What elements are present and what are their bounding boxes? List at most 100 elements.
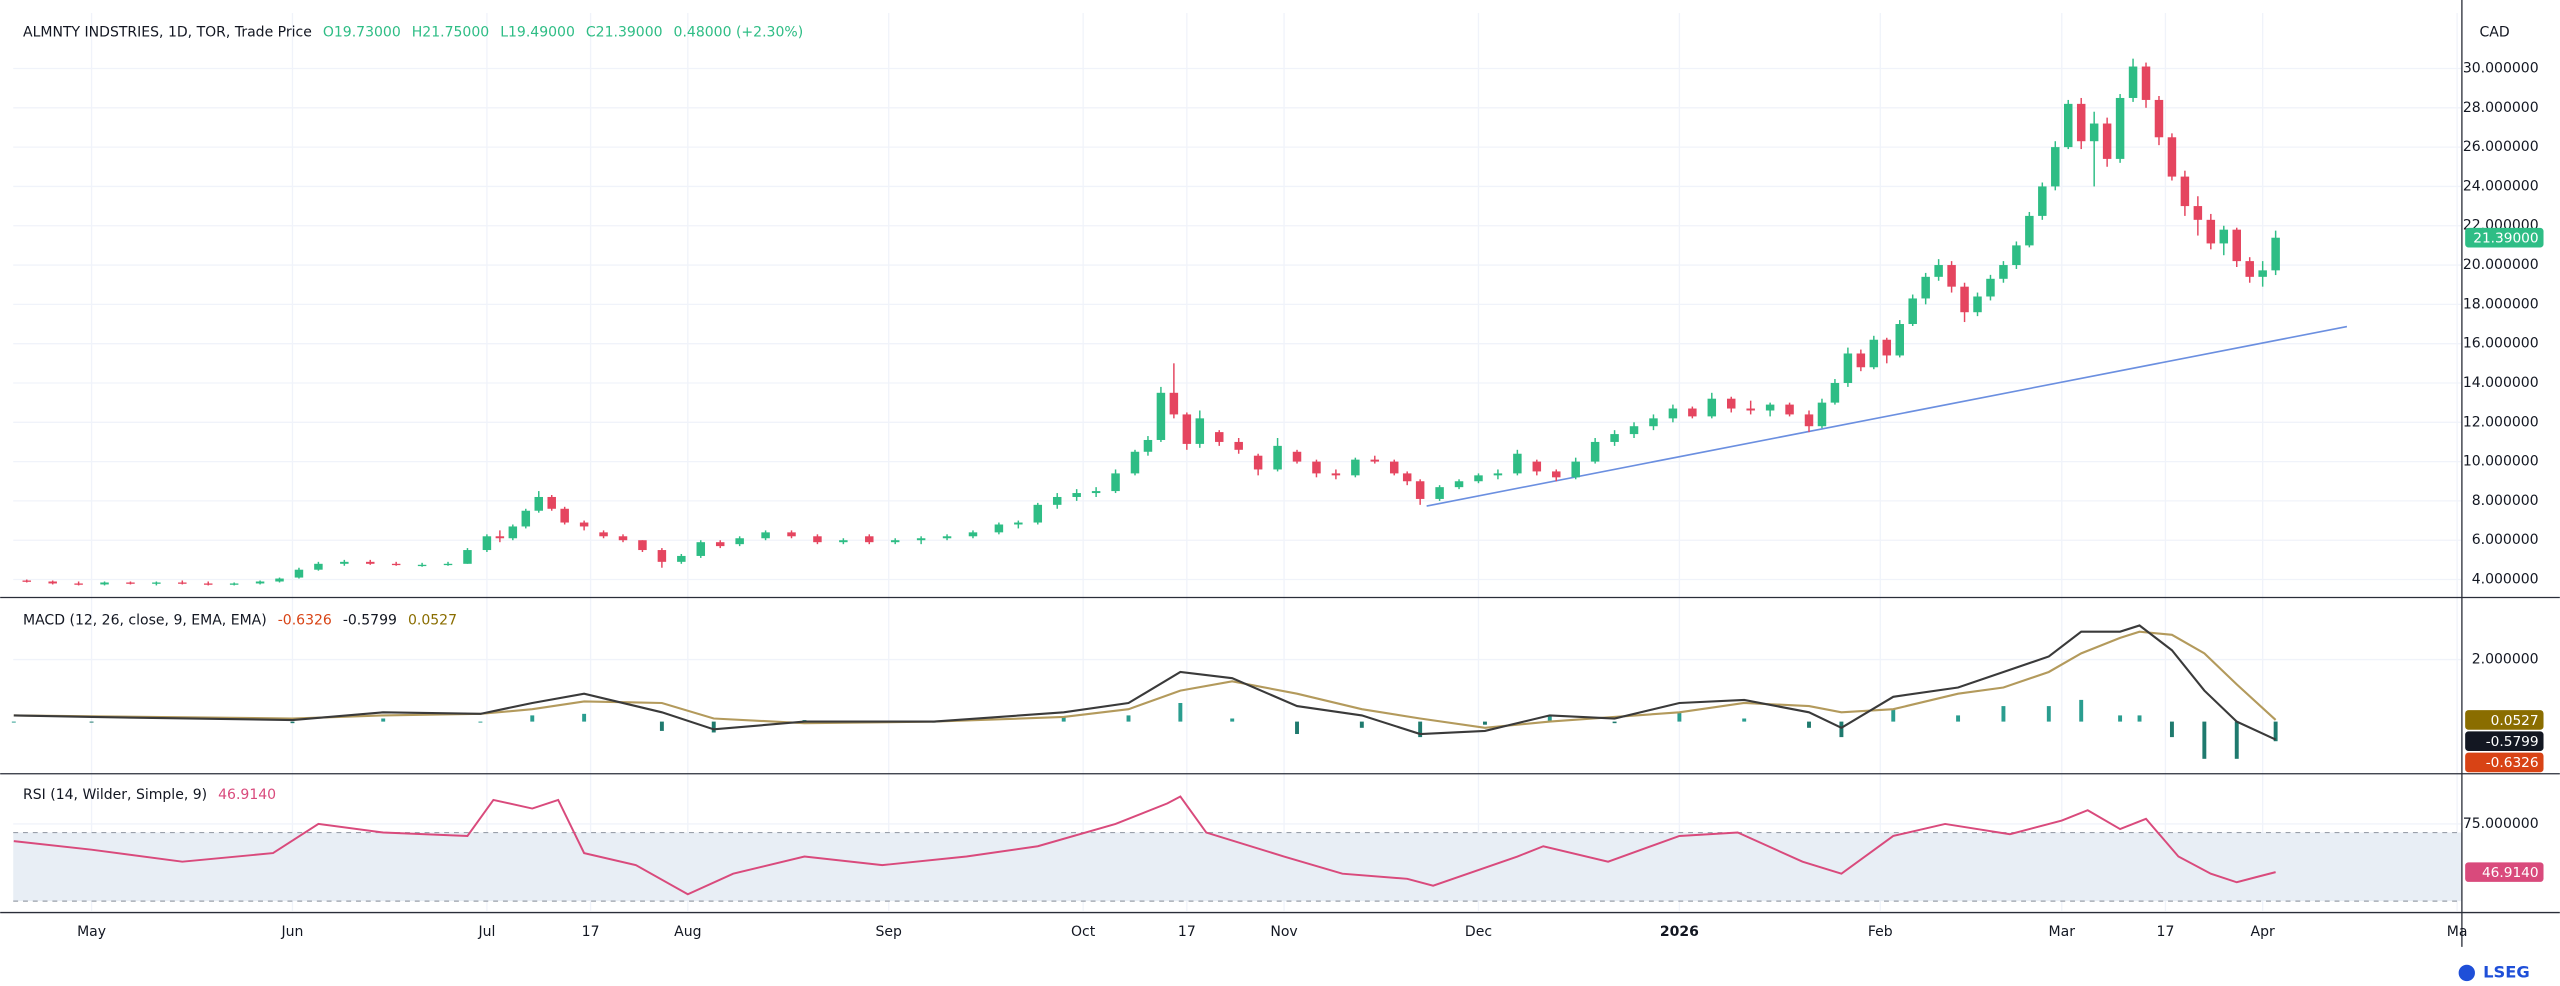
histogram-bar (1230, 718, 1235, 722)
candle-body (2102, 123, 2112, 159)
candle-body (1960, 286, 1969, 313)
histogram-bar (1418, 721, 1423, 738)
candle-body (1629, 426, 1639, 435)
header: ALMNTY INDSTRIES, 1D, TOR, Trade Price O… (23, 25, 803, 41)
candle-body (48, 581, 57, 584)
candle-body (2115, 97, 2125, 159)
candle-body (579, 522, 589, 527)
y-tick-label: 2.000000 (2472, 652, 2539, 668)
y-tick-label: 14.000000 (2463, 375, 2539, 391)
candle-body (2206, 219, 2216, 244)
candle-body (715, 542, 725, 547)
candle-body (1195, 418, 1205, 444)
x-tick-label: Oct (1071, 924, 1096, 940)
candle-body (1921, 276, 1930, 299)
grid (13, 13, 2462, 911)
candle-body (1292, 451, 1302, 462)
candle-body (2180, 176, 2190, 207)
histogram-bar (1612, 721, 1617, 724)
histogram-bar (711, 721, 716, 733)
candle-body (1668, 408, 1678, 419)
histogram-bar (89, 721, 94, 723)
candle-body (1804, 414, 1814, 427)
candle-body (1610, 434, 1619, 442)
y-tick-label: 4.000000 (2472, 572, 2539, 588)
candle-body (942, 536, 952, 539)
candle-body (1785, 404, 1794, 415)
candle-body (2193, 206, 2203, 220)
candle-body (1830, 382, 1840, 403)
rsi-line (13, 795, 2276, 896)
candle-body (1552, 471, 1561, 478)
candle-body (340, 561, 349, 564)
x-tick-label: Apr (2251, 924, 2275, 940)
histogram-bar (11, 721, 16, 723)
candle-body (1882, 339, 1892, 356)
candle-body (916, 538, 926, 541)
candle-body (618, 536, 628, 541)
candle-body (100, 582, 109, 585)
candle-body (1895, 324, 1904, 356)
candle-body (2012, 245, 2021, 266)
candle-body (2232, 229, 2241, 262)
histogram-bar (2079, 699, 2084, 722)
candle-body (1999, 265, 2008, 279)
macd-value-label: 0.0527 (2491, 713, 2539, 729)
candle-body (1351, 459, 1360, 476)
candle-body (1986, 278, 1995, 297)
histogram-bar (582, 713, 587, 722)
candle-body (1973, 296, 1982, 313)
candle-body (865, 536, 874, 543)
histogram-bar (1677, 712, 1682, 722)
candle-body (1182, 414, 1192, 444)
candle-body (638, 540, 647, 551)
histogram-bar (1295, 721, 1299, 735)
y-tick-label: 16.000000 (2463, 336, 2539, 352)
candle-body (1869, 339, 1879, 368)
x-tick-label: 17 (582, 924, 600, 940)
macd-header: MACD (12, 26, close, 9, EMA, EMA) -0.632… (23, 612, 457, 628)
y-tick-label: 30.000000 (2463, 60, 2539, 76)
candle-body (1707, 398, 1717, 417)
histogram-bar (1956, 715, 1961, 722)
candle-body (813, 536, 822, 543)
candle-body (1649, 418, 1658, 427)
candle-body (1215, 432, 1224, 442)
candle-body (1513, 453, 1522, 474)
candle-body (1156, 392, 1166, 440)
ohlc-change: 0.48000 (+2.30%) (674, 25, 804, 41)
candle-body (1273, 445, 1282, 470)
x-tick-label: Jul (477, 924, 495, 940)
candle-body (1331, 473, 1341, 476)
candle-body (890, 540, 900, 543)
macd-line (13, 624, 2277, 741)
x-tick-label: 17 (2157, 924, 2175, 940)
candle-body (229, 583, 239, 585)
candle-body (1843, 353, 1853, 383)
histogram-bar (1126, 715, 1131, 722)
x-tick-label: Ma (2447, 924, 2468, 940)
y-tick-label: 26.000000 (2463, 139, 2539, 155)
candle-body (294, 569, 304, 578)
candle-body (2271, 237, 2280, 271)
candle-body (547, 496, 556, 509)
histogram-bar (2118, 715, 2123, 722)
histogram-bar (1359, 721, 1364, 728)
macd-readout: -0.5799 (343, 612, 397, 628)
y-tick-label: 20.000000 (2463, 257, 2539, 273)
candle-body (443, 563, 453, 566)
candle-body (1688, 408, 1697, 417)
candle-body (2245, 261, 2254, 277)
candle-body (275, 578, 284, 582)
candle-body (534, 496, 543, 511)
candle-body (255, 581, 265, 584)
signal-line (13, 630, 2277, 729)
x-tick-label: Dec (1465, 924, 1492, 940)
rsi-title: RSI (14, Wilder, Simple, 9) (23, 787, 207, 803)
histogram-bar (530, 715, 535, 722)
candle-body (74, 583, 83, 585)
rsi-value-label-bg (2465, 862, 2544, 882)
y-tick-label: 18.000000 (2463, 296, 2539, 312)
candle-body (696, 542, 706, 556)
candle-body (178, 582, 187, 584)
